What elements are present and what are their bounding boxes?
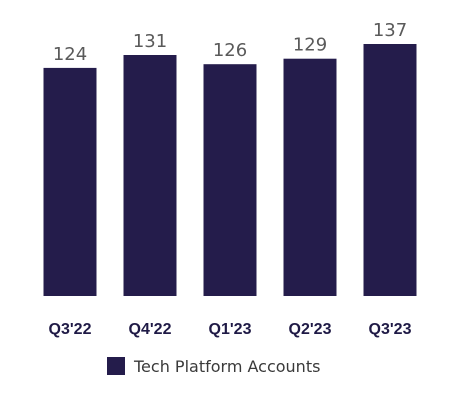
bar-value-label: 126: [213, 40, 247, 61]
legend-label: Tech Platform Accounts: [133, 357, 320, 376]
bar: [43, 67, 97, 297]
value-labels-group: 124 131 126 129 137: [53, 20, 407, 65]
bar: [123, 55, 177, 296]
bar: [203, 64, 257, 296]
x-tick-label: Q2'23: [289, 321, 332, 338]
x-tick-label: Q1'23: [209, 321, 252, 338]
bar-value-label: 137: [373, 20, 407, 41]
legend-swatch: [107, 357, 125, 375]
bar-value-label: 131: [133, 31, 167, 52]
bar-value-label: 124: [53, 44, 87, 65]
bars-group: [43, 44, 417, 297]
x-tick-label: Q4'22: [129, 321, 172, 338]
bar-value-label: 129: [293, 35, 327, 56]
bar: [283, 58, 337, 297]
x-tick-label: Q3'23: [369, 321, 412, 338]
x-tick-label: Q3'22: [49, 321, 92, 338]
bar: [363, 44, 417, 296]
legend: Tech Platform Accounts: [107, 357, 320, 376]
x-axis-tick-labels: Q3'22 Q4'22 Q1'23 Q2'23 Q3'23: [49, 321, 412, 338]
